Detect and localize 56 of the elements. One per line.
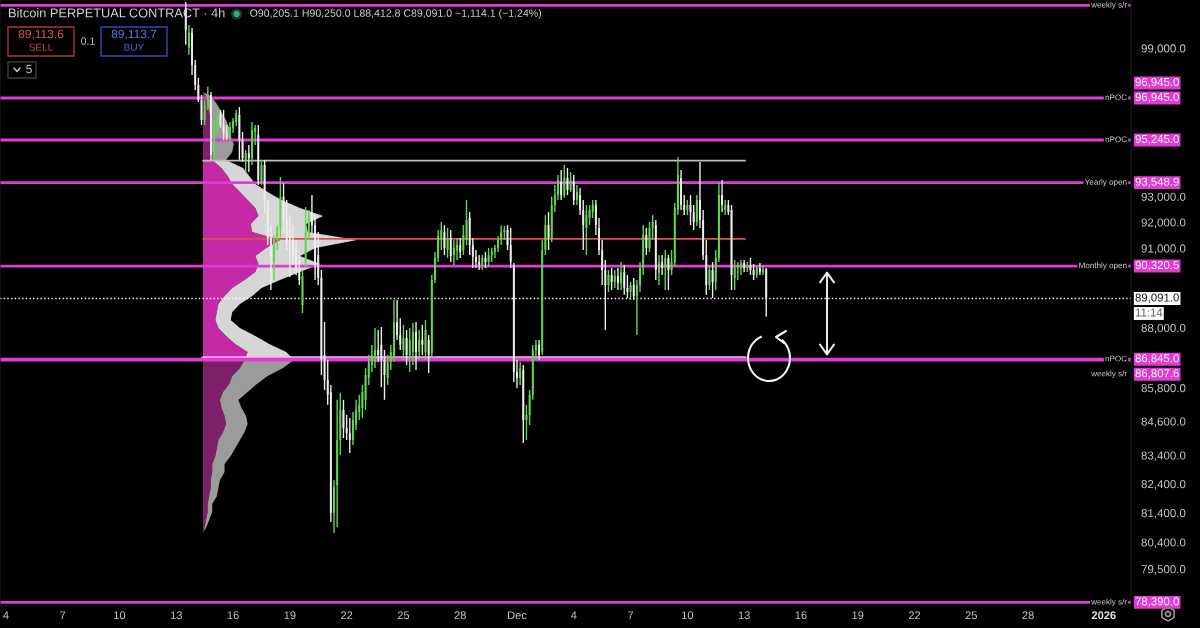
annotation: 5 [26,64,32,74]
y-tick-label: 82,400.0 [1141,480,1186,490]
x-tick-label: 22 [908,611,921,620]
x-tick-label: 16 [227,611,239,620]
ref-line-label: 86,807.6 [1135,369,1179,379]
annotation: SELL [29,43,53,51]
ref-line-label: 86,845.0 [1135,354,1179,364]
ref-line-label: 96,945.0 [1135,92,1179,103]
x-tick-label: 10 [114,611,126,620]
annotation: nPOC [1105,94,1127,101]
x-tick-label: 2026 [1091,611,1116,620]
y-tick-label: 81,400.0 [1141,509,1186,519]
annotation: 0.1 [81,37,95,45]
y-tick-label: 93,000.0 [1141,192,1186,203]
x-tick-label: Dec [508,611,527,620]
ref-line-label: 90,320.5 [1135,261,1179,271]
annotation: BUY [124,43,145,51]
y-tick-label: 84,600.0 [1141,417,1186,428]
text: O90,205.1 H90,250.0 L88,412.8 C89,091.0 −1,114.1 (−1.24%) [250,9,542,19]
y-tick-label: 99,000.0 [1141,44,1186,54]
x-tick-label: 13 [738,611,750,620]
x-tick-label: 4 [570,611,577,620]
x-tick-label: 16 [795,611,807,620]
y-tick-label: 88,000.0 [1141,323,1186,334]
annotation: 89,113.6 [18,29,64,40]
y-tick-label: 91,000.0 [1141,244,1186,254]
x-tick-label: 25 [397,611,410,620]
ref-line-label: 93,548.9 [1135,177,1179,188]
annotation: Monthly open [1079,262,1127,270]
x-tick-label: 10 [682,611,694,620]
annotation: weekly s/r [1091,1,1127,10]
x-tick-label: 19 [284,611,296,620]
y-tick-label: 92,000.0 [1141,218,1186,228]
ref-line-label: 95,245.0 [1135,134,1179,145]
ref-line-label: 78,390.0 [1135,597,1179,607]
annotation: nPOC [1105,136,1127,143]
x-tick-label: 28 [454,611,466,620]
annotation: weekly s/r [1091,598,1127,607]
annotation: weekly s/r [1091,370,1127,378]
x-tick-label: 25 [965,611,977,620]
text: 11:14 [1135,308,1163,317]
x-tick-label: 19 [852,611,864,620]
x-tick-label: 4 [3,611,9,620]
x-tick-label: 13 [170,611,182,620]
y-tick-label: 83,400.0 [1141,451,1186,461]
y-tick-label: 79,500.0 [1141,565,1186,575]
x-tick-label: 7 [628,611,634,620]
annotation: 89,113.7 [111,29,157,40]
y-tick-label: 80,400.0 [1141,538,1186,548]
x-tick-label: 22 [341,611,353,620]
annotation: Yearly open [1084,178,1127,187]
x-tick-label: 28 [1022,611,1034,620]
y-tick-label: 85,800.0 [1141,384,1186,394]
ref-line-label: 89,091.0 [1135,293,1179,303]
x-tick-label: 7 [60,611,66,620]
text: 96,945.0 [1135,77,1179,88]
